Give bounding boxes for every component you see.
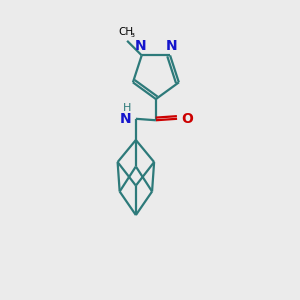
Text: N: N (134, 39, 146, 53)
Text: ₃: ₃ (130, 29, 134, 39)
Text: H: H (123, 103, 131, 113)
Text: N: N (119, 112, 131, 126)
Text: CH: CH (118, 27, 133, 37)
Text: O: O (181, 112, 193, 126)
Text: N: N (166, 39, 177, 53)
